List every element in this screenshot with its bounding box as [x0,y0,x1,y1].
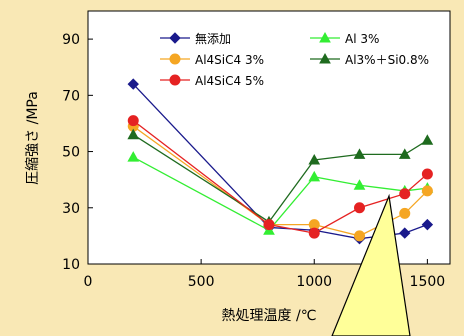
data-point [353,179,366,190]
data-point [308,170,321,182]
x-tick-label: 1500 [410,274,446,290]
legend-label: Al4SiC4 5% [195,74,264,88]
legend-item: Al3%＋Si0.8% [310,52,429,67]
data-point [169,32,181,44]
legend-label: Al 3% [345,32,379,46]
x-tick-label: 500 [188,274,215,290]
y-tick-label: 70 [62,88,80,104]
y-tick-label: 90 [62,32,80,48]
x-tick-label: 1000 [296,274,332,290]
data-point [319,31,331,43]
data-point [421,185,433,197]
data-point [169,74,181,86]
callout-shape [331,193,411,336]
data-point [308,153,321,165]
axes: 0 500 1000 1500 10 30 50 70 90 [62,32,445,290]
data-point [354,202,365,214]
data-point [354,230,365,242]
data-point [263,219,275,231]
legend-label: Al3%＋Si0.8% [345,53,429,67]
data-point [308,227,320,239]
data-point [127,115,139,127]
data-point [127,78,139,90]
data-point [399,227,411,239]
data-point [353,148,366,159]
legend-item: Al4SiC4 5% [160,74,264,88]
data-point [421,134,434,145]
legend: 無添加 Al 3% Al4SiC4 3% Al3%＋Si0.8% Al4SiC4 5% [160,31,429,88]
y-tick-label: 50 [62,145,80,161]
data-point [421,168,433,180]
data-point [127,128,140,140]
series-layer [127,78,434,245]
legend-item: Al 3% [310,31,379,46]
y-tick-label: 30 [62,201,80,217]
data-point [421,218,434,231]
series-group [127,115,433,239]
legend-label: Al4SiC4 3% [195,53,264,67]
data-point [399,207,411,219]
legend-item: Al4SiC4 3% [160,53,264,67]
data-point [398,148,411,159]
legend-item: 無添加 [160,31,231,46]
y-tick-label: 10 [62,257,80,273]
x-axis-title: 熱処理温度 /℃ [222,308,317,324]
data-point [399,188,411,200]
y-axis-title: 圧縮強さ /MPa [25,91,41,185]
data-point [127,151,140,162]
legend-label: 無添加 [195,31,231,46]
data-point [169,53,181,65]
data-point [319,52,331,64]
x-tick-label: 0 [84,274,93,290]
